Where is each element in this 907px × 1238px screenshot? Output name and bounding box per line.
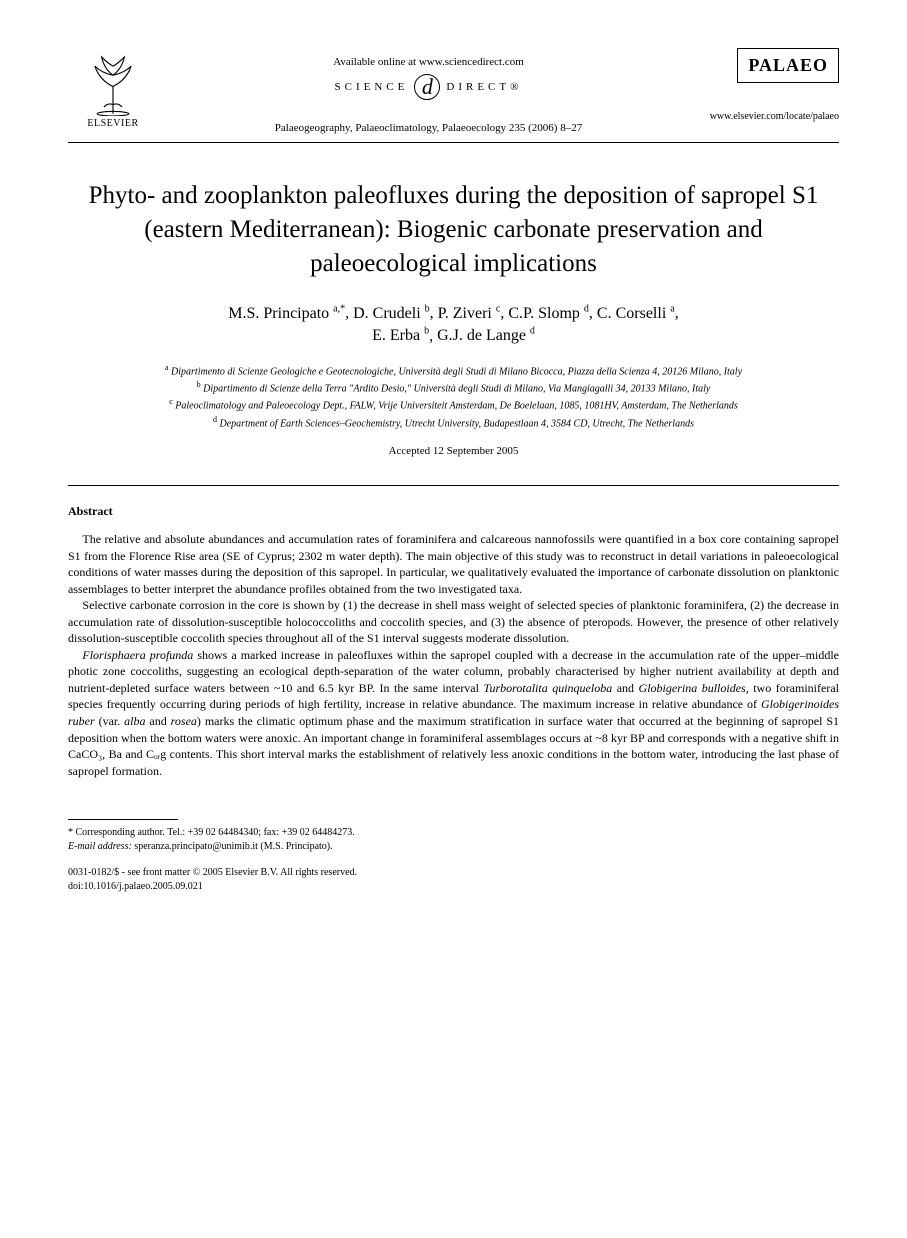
sd-d-icon: d — [414, 74, 440, 100]
affiliation-d: Department of Earth Sciences–Geochemistr… — [220, 418, 694, 429]
abstract-p2: Selective carbonate corrosion in the cor… — [68, 597, 839, 647]
available-online-line: Available online at www.sciencedirect.co… — [158, 56, 699, 68]
copyright-line: 0031-0182/$ - see front matter © 2005 El… — [68, 866, 839, 880]
affiliations: a Dipartimento di Scienze Geologiche e G… — [68, 362, 839, 431]
journal-locate-url: www.elsevier.com/locate/palaeo — [699, 111, 839, 122]
affiliation-b: Dipartimento di Scienze della Terra "Ard… — [203, 383, 710, 394]
abstract-heading: Abstract — [68, 504, 839, 519]
publisher-logo-block: ELSEVIER — [68, 48, 158, 129]
author: M.S. Principato a,* — [228, 305, 345, 322]
sd-right: DIRECT® — [446, 81, 522, 93]
abstract-p1: The relative and absolute abundances and… — [68, 531, 839, 597]
author: D. Crudeli b — [353, 305, 430, 322]
email-value: speranza.principato@unimib.it (M.S. Prin… — [134, 841, 332, 852]
abstract-body: The relative and absolute abundances and… — [68, 531, 839, 779]
abstract-rule — [68, 485, 839, 486]
footnote-rule — [68, 819, 178, 820]
author: G.J. de Lange d — [437, 327, 535, 344]
abstract-p3: Florisphaera profunda shows a marked inc… — [68, 647, 839, 779]
author-list: M.S. Principato a,*, D. Crudeli b, P. Zi… — [68, 302, 839, 347]
corresponding-author-footnote: * Corresponding author. Tel.: +39 02 644… — [68, 826, 839, 854]
journal-logo-box: PALAEO — [737, 48, 839, 83]
elsevier-tree-icon — [79, 48, 147, 116]
affiliation-c: Paleoclimatology and Paleoecology Dept.,… — [175, 401, 738, 412]
journal-reference: Palaeogeography, Palaeoclimatology, Pala… — [158, 122, 699, 134]
corr-author-line: * Corresponding author. Tel.: +39 02 644… — [68, 826, 839, 840]
author: P. Ziveri c — [438, 305, 501, 322]
accepted-date: Accepted 12 September 2005 — [68, 445, 839, 457]
author: E. Erba b — [372, 327, 429, 344]
right-header: PALAEO www.elsevier.com/locate/palaeo — [699, 48, 839, 122]
doi-line: doi:10.1016/j.palaeo.2005.09.021 — [68, 880, 839, 894]
affiliation-a: Dipartimento di Scienze Geologiche e Geo… — [171, 366, 742, 377]
publisher-label: ELSEVIER — [87, 118, 138, 129]
page-header: ELSEVIER Available online at www.science… — [68, 48, 839, 134]
header-rule — [68, 142, 839, 143]
author: C. Corselli a — [597, 305, 675, 322]
sd-left: SCIENCE — [335, 81, 409, 93]
copyright-doi-block: 0031-0182/$ - see front matter © 2005 El… — [68, 866, 839, 893]
author: C.P. Slomp d — [508, 305, 589, 322]
sciencedirect-logo: SCIENCE d DIRECT® — [335, 74, 523, 100]
article-title: Phyto- and zooplankton paleofluxes durin… — [68, 179, 839, 280]
email-label: E-mail address: — [68, 841, 132, 852]
center-header: Available online at www.sciencedirect.co… — [158, 48, 699, 134]
